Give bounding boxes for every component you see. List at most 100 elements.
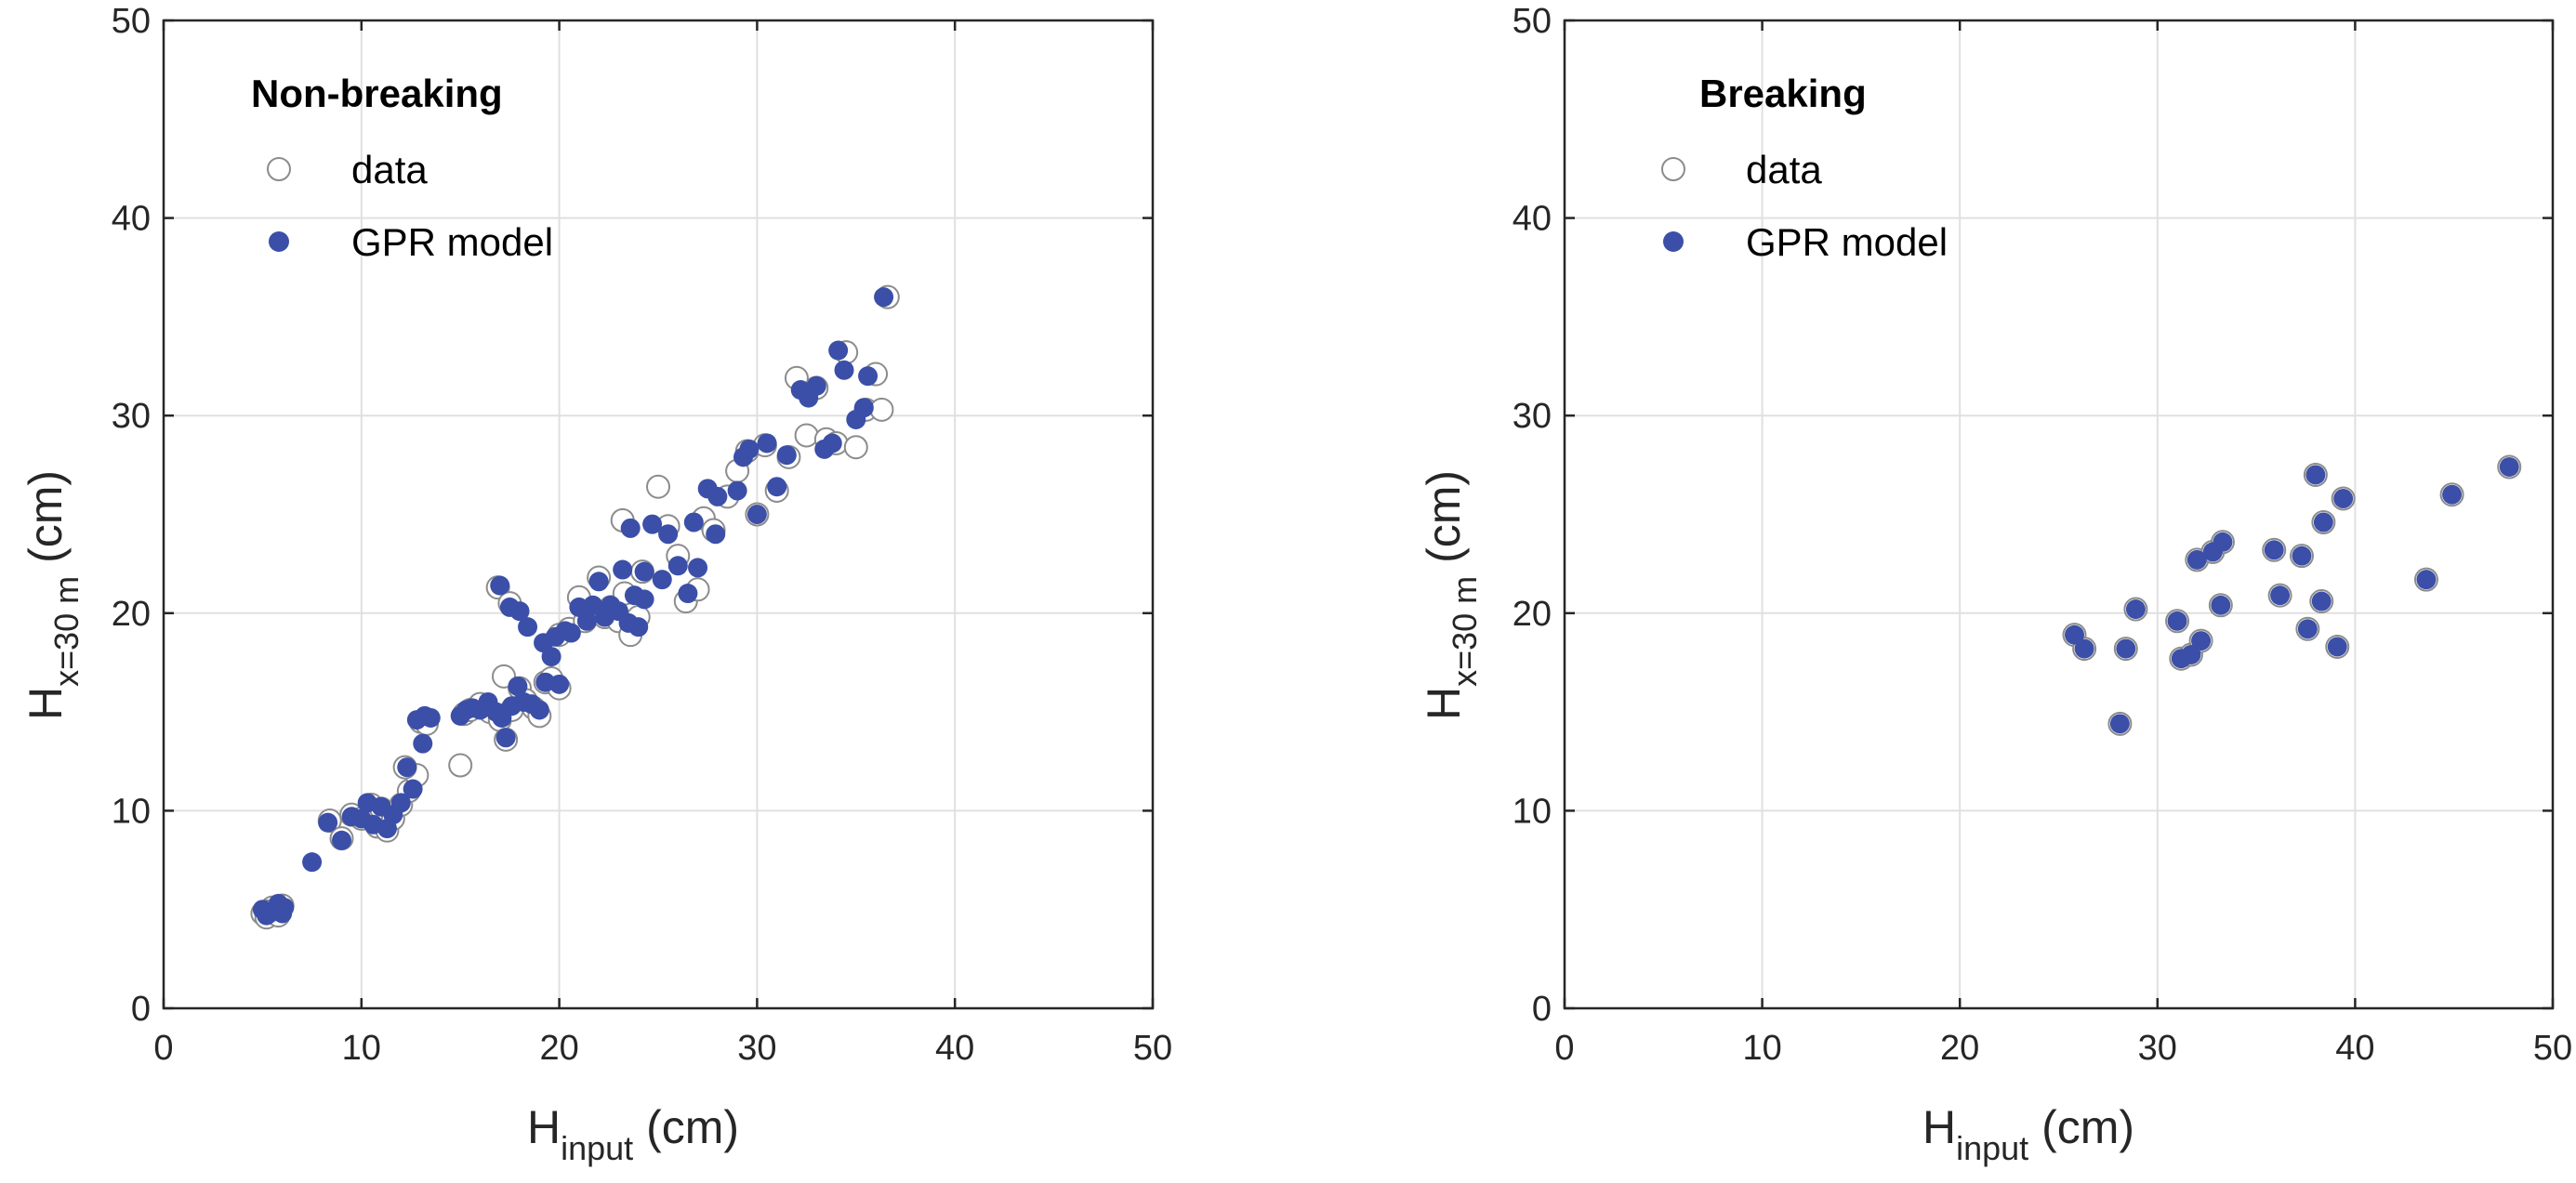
point-gpr-model (642, 514, 663, 534)
point-gpr-model (2116, 638, 2136, 659)
legend: Breaking data GPR model (1661, 72, 1948, 264)
point-gpr-model (628, 617, 649, 638)
point-gpr-model (397, 757, 417, 778)
point-gpr-model (853, 398, 874, 418)
legend-marker-data (267, 157, 291, 181)
point-gpr-model (529, 700, 549, 720)
y-tick-label: 20 (112, 595, 151, 634)
point-gpr-model (2065, 624, 2085, 645)
point-gpr-model (652, 570, 672, 590)
point-gpr-model (2442, 484, 2463, 505)
legend-label-gpr-model: GPR model (351, 220, 553, 264)
x-tick-label: 40 (935, 1029, 974, 1068)
x-tick-label: 20 (539, 1029, 578, 1068)
point-gpr-model (757, 433, 777, 453)
point-gpr-model (2499, 456, 2519, 477)
legend-marker-gpr-model (269, 231, 289, 252)
point-gpr-model (518, 617, 538, 638)
point-gpr-model (776, 445, 797, 466)
x-tick-label: 40 (2335, 1029, 2374, 1068)
y-tick-label: 10 (112, 792, 151, 831)
y-tick-label: 40 (112, 200, 151, 239)
point-gpr-model (2264, 540, 2284, 560)
point-gpr-model (658, 524, 679, 545)
y-tick-label: 40 (1513, 200, 1552, 239)
point-gpr-model (2313, 512, 2333, 532)
x-tick-label: 50 (2533, 1029, 2572, 1068)
point-gpr-model (706, 524, 726, 545)
point-gpr-model (2270, 585, 2291, 606)
y-axis-label: Hx=30 m (cm) (1418, 470, 1484, 720)
point-gpr-model (302, 852, 323, 873)
point-gpr-model (806, 375, 826, 396)
point-data (448, 753, 473, 778)
y-tick-label: 0 (1532, 990, 1552, 1029)
point-gpr-model (2109, 714, 2130, 734)
legend-marker-data (1661, 157, 1685, 181)
point-gpr-model (2125, 599, 2146, 620)
point-gpr-model (2191, 631, 2212, 651)
legend-title: Non-breaking (251, 72, 503, 115)
series-gpr-model (2065, 456, 2519, 734)
point-gpr-model (495, 728, 516, 748)
panel-breaking: 0 10 20 30 40 50 0 10 20 30 40 50 Hinput (cm) Hx=30… (1418, 2, 2572, 1167)
point-gpr-model (634, 589, 654, 610)
point-gpr-model (634, 561, 654, 582)
plot-frame (162, 19, 1155, 1010)
point-gpr-model (2416, 570, 2437, 590)
legend: Non-breaking data GPR model (251, 72, 553, 264)
point-gpr-model (403, 779, 423, 799)
point-gpr-model (613, 559, 633, 580)
point-gpr-model (739, 439, 760, 459)
y-tick-label: 30 (112, 397, 151, 436)
panel-non-breaking: 0 10 20 30 40 50 0 10 20 30 40 50 Hinput (cm) Hx=30… (20, 2, 1172, 1167)
point-gpr-model (588, 572, 609, 592)
point-gpr-model (332, 830, 352, 850)
point-gpr-model (828, 340, 849, 361)
x-axis-label: Hinput (cm) (527, 1101, 739, 1167)
point-gpr-model (490, 575, 510, 596)
y-tick-label: 30 (1513, 397, 1552, 436)
y-tick-label: 50 (1513, 2, 1552, 41)
point-gpr-model (390, 793, 411, 813)
point-gpr-model (727, 480, 747, 501)
point-gpr-model (874, 287, 894, 308)
y-tick-label: 50 (112, 2, 151, 41)
x-tick-label: 30 (737, 1029, 776, 1068)
point-gpr-model (2311, 591, 2332, 611)
x-tick-label: 10 (342, 1029, 381, 1068)
x-tick-label: 20 (1940, 1029, 1979, 1068)
point-gpr-model (767, 477, 787, 497)
point-gpr-model (509, 601, 530, 622)
x-tick-label: 50 (1133, 1029, 1172, 1068)
point-gpr-model (858, 366, 878, 387)
x-tick-label: 30 (2138, 1029, 2177, 1068)
legend-label-gpr-model: GPR model (1746, 220, 1948, 264)
point-gpr-model (420, 707, 441, 728)
point-gpr-model (2213, 532, 2233, 552)
point-gpr-model (667, 556, 688, 576)
point-gpr-model (834, 360, 854, 380)
point-gpr-model (2327, 637, 2347, 657)
point-gpr-model (2211, 595, 2231, 615)
legend-marker-gpr-model (1663, 231, 1684, 252)
point-gpr-model (2333, 488, 2354, 508)
point-gpr-model (822, 433, 842, 453)
x-tick-label: 10 (1742, 1029, 1781, 1068)
point-gpr-model (2297, 619, 2318, 639)
point-gpr-model (2292, 545, 2312, 566)
point-gpr-model (707, 486, 728, 506)
point-gpr-model (2181, 644, 2201, 664)
point-gpr-model (678, 584, 698, 604)
point-gpr-model (620, 518, 641, 538)
x-axis-label: Hinput (cm) (1922, 1101, 2134, 1167)
point-gpr-model (318, 812, 338, 833)
point-gpr-model (2167, 611, 2187, 631)
x-tick-label: 0 (153, 1029, 173, 1068)
point-gpr-model (549, 674, 570, 694)
point-data (869, 397, 894, 422)
point-data (843, 435, 868, 460)
series-gpr-model (252, 287, 894, 926)
y-axis-label: Hx=30 m (cm) (20, 470, 86, 720)
point-gpr-model (274, 898, 295, 918)
